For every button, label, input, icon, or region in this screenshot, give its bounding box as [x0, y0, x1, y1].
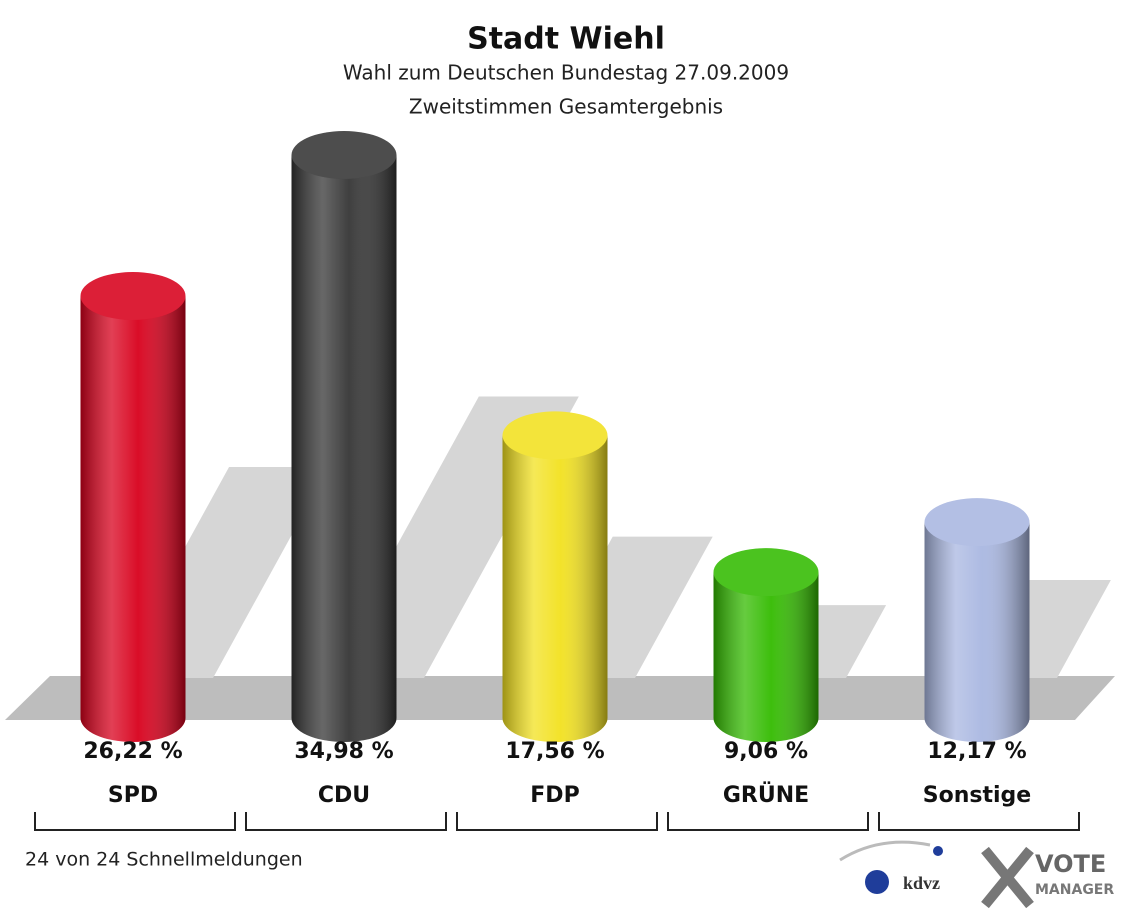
logo-text: VOTE — [1035, 850, 1106, 878]
category-label: Sonstige — [923, 783, 1031, 808]
bar-top-highlight — [713, 548, 819, 597]
bar-top — [924, 498, 1030, 547]
bar-top — [80, 271, 186, 320]
bar-shading — [291, 155, 397, 742]
bar — [713, 548, 819, 742]
category-label: CDU — [318, 783, 370, 808]
bar-top-highlight — [291, 131, 397, 179]
category-label: GRÜNE — [723, 782, 809, 808]
logo-text: kdvz — [903, 873, 940, 893]
bracket — [456, 812, 658, 831]
logo-text: MANAGER — [1035, 882, 1114, 898]
footnote: 24 von 24 Schnellmeldungen — [25, 849, 303, 871]
bracket — [34, 812, 236, 831]
logo-swoosh — [839, 840, 931, 862]
value-label: 9,06 % — [724, 739, 808, 764]
value-label: 17,56 % — [505, 739, 604, 764]
subtitle: Zweitstimmen Gesamtergebnis — [409, 95, 723, 119]
logo: kdvz VOTE MANAGER — [839, 840, 1114, 909]
bracket — [667, 812, 869, 831]
bar — [502, 411, 608, 742]
bar-top-highlight — [924, 498, 1030, 547]
logo-ball — [933, 846, 943, 856]
value-label: 12,17 % — [927, 739, 1026, 764]
bar — [80, 271, 186, 742]
subtitle: Wahl zum Deutschen Bundestag 27.09.2009 — [343, 61, 789, 85]
bar-top — [291, 131, 397, 179]
bar — [291, 131, 397, 742]
bar-shading — [713, 572, 819, 742]
bar-shading — [924, 522, 1030, 742]
category-label: SPD — [108, 783, 158, 808]
value-label: 26,22 % — [83, 739, 182, 764]
logo-ball — [865, 870, 889, 894]
bar-top — [713, 548, 819, 597]
chart-title: Stadt Wiehl — [467, 22, 665, 57]
logo-x — [981, 846, 1034, 909]
value-label: 34,98 % — [294, 739, 393, 764]
bar-top-highlight — [502, 411, 608, 460]
category-label: FDP — [530, 783, 579, 808]
bracket — [878, 812, 1080, 831]
bar-top — [502, 411, 608, 460]
bar-shading — [80, 295, 186, 742]
bar-shading — [502, 435, 608, 742]
bar — [924, 498, 1030, 742]
bracket — [245, 812, 447, 831]
bar-top-highlight — [80, 271, 186, 320]
